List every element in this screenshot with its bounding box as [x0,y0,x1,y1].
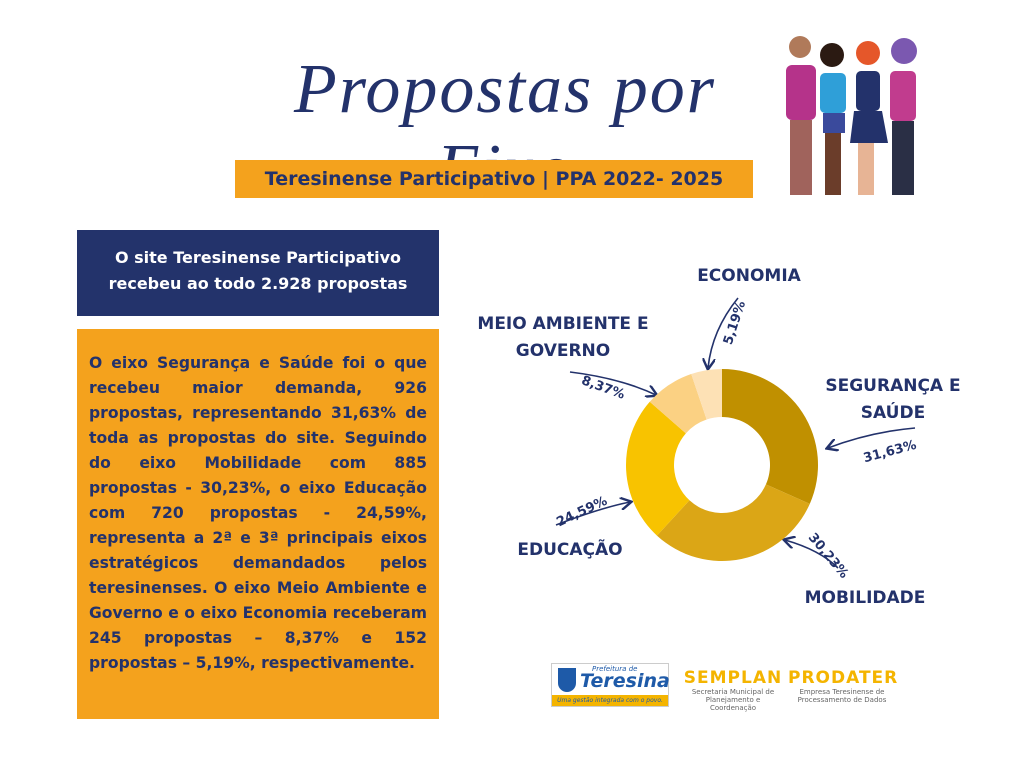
arrow [569,371,656,395]
people-illustration [786,36,917,195]
arrow [828,427,916,448]
person [850,41,888,195]
donut-segment [656,484,810,562]
city-slogan: Uma gestão integrada com o povo. [552,695,668,706]
donut-segment [691,369,722,420]
category-label: SEGURANÇA E SAÚDE [825,376,961,423]
city-name: Teresina [580,670,670,692]
arrow [708,297,739,368]
value-label: 31,63% [862,438,918,467]
org2-logo: PRODATER Empresa Teresinense de Processa… [788,668,899,704]
value-label: 24,59% [554,494,609,530]
arrow [555,502,630,526]
person [820,43,846,195]
summary-box: O site Teresinense Participativo recebeu… [77,230,439,316]
category-label: MEIO AMBIENTE E GOVERNO [477,314,649,361]
category-label: MOBILIDADE [804,587,926,608]
subtitle: Teresinense Participativo | PPA 2022- 20… [235,160,753,198]
person [890,38,917,195]
body-text: O eixo Segurança e Saúde foi o que receb… [77,329,439,719]
arrows [555,297,916,569]
value-label: 30,23% [805,530,851,581]
coat-of-arms [558,668,576,692]
person [786,36,816,195]
category-label: ECONOMIA [697,265,801,286]
donut-segment [649,374,707,434]
category-label: EDUCAÇÃO [517,539,623,560]
org1-logo: SEMPLAN Secretaria Municipal de Planejam… [683,668,783,712]
org1-name: SEMPLAN [683,668,783,688]
org1-desc: Secretaria Municipal de Planejamento e C… [691,688,775,712]
city-top: Prefeitura de [592,665,638,673]
city-logo: Prefeitura de Teresina Uma gestão integr… [551,663,670,707]
org2-name: PRODATER [788,668,899,688]
donut-segment [722,369,818,504]
org2-desc: Empresa Teresinense de Processamento de … [797,688,887,704]
value-label: 5,19% [721,299,749,347]
arrow [785,540,839,569]
donut-segment [625,401,690,536]
